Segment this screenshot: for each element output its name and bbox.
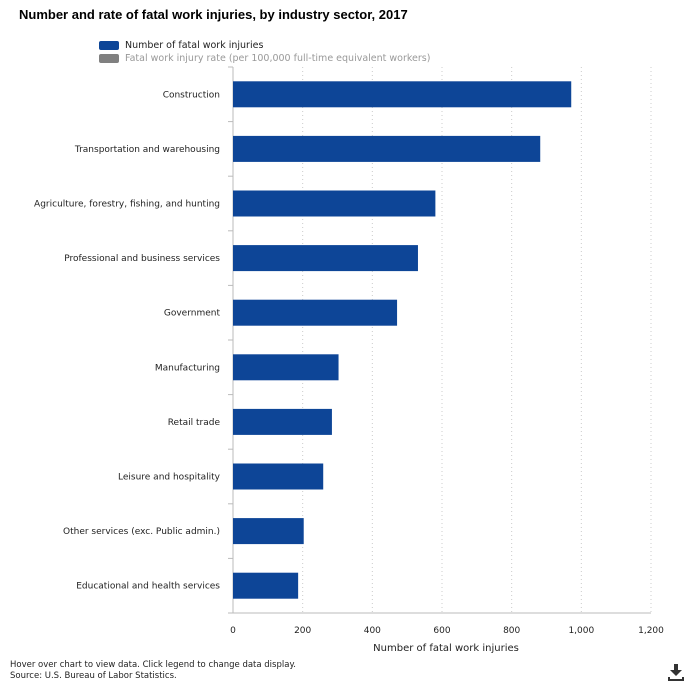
category-label: Construction xyxy=(163,90,220,100)
x-tick-label: 0 xyxy=(230,626,236,636)
bar[interactable] xyxy=(233,572,299,599)
legend-item-rate[interactable]: Fatal work injury rate (per 100,000 full… xyxy=(99,53,430,64)
x-tick-label: 800 xyxy=(503,626,520,636)
bar[interactable] xyxy=(233,518,304,545)
legend-swatch-rate xyxy=(99,54,119,63)
download-icon[interactable] xyxy=(668,664,684,682)
x-tick-label: 400 xyxy=(364,626,381,636)
bar[interactable] xyxy=(233,135,541,162)
x-tick-label: 1,000 xyxy=(568,626,594,636)
bar[interactable] xyxy=(233,463,324,490)
category-label: Educational and health services xyxy=(76,582,220,592)
x-tick-label: 600 xyxy=(433,626,450,636)
category-label: Government xyxy=(164,309,221,319)
x-axis-label: Number of fatal work injuries xyxy=(373,643,519,654)
legend-item-number[interactable]: Number of fatal work injuries xyxy=(99,40,263,51)
category-label: Other services (exc. Public admin.) xyxy=(63,527,220,537)
category-label: Professional and business services xyxy=(64,254,220,264)
footnote-source: Source: U.S. Bureau of Labor Statistics. xyxy=(10,671,177,681)
bar[interactable] xyxy=(233,408,332,435)
bar[interactable] xyxy=(233,245,418,272)
legend-label-number: Number of fatal work injuries xyxy=(125,40,264,51)
x-tick-label: 200 xyxy=(294,626,311,636)
legend-swatch-number xyxy=(99,41,119,50)
footnote: Hover over chart to view data. Click leg… xyxy=(10,660,296,682)
bar[interactable] xyxy=(233,354,339,381)
category-label: Retail trade xyxy=(168,418,221,428)
bar[interactable] xyxy=(233,81,572,108)
category-label: Leisure and hospitality xyxy=(118,473,221,483)
category-label: Manufacturing xyxy=(155,363,220,373)
x-tick-label: 1,200 xyxy=(638,626,664,636)
footnote-hover: Hover over chart to view data. Click leg… xyxy=(10,660,296,670)
bar[interactable] xyxy=(233,299,398,326)
chart-title: Number and rate of fatal work injuries, … xyxy=(19,7,408,22)
legend-label-rate: Fatal work injury rate (per 100,000 full… xyxy=(125,53,431,64)
bar[interactable] xyxy=(233,190,436,217)
category-label: Agriculture, forestry, fishing, and hunt… xyxy=(34,200,220,210)
category-label: Transportation and warehousing xyxy=(74,145,220,155)
